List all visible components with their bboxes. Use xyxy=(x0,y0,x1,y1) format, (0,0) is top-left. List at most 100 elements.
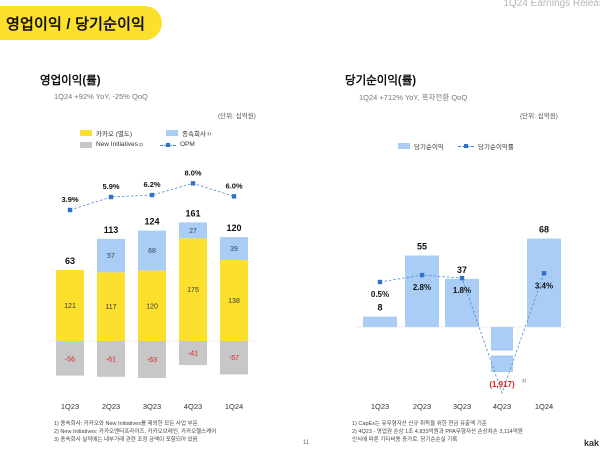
legend-net-margin-swatch xyxy=(458,143,474,149)
left-label-new-initiatives-1Q24: -57 xyxy=(229,355,239,362)
left-footnote-2: 2) New Initiatives: 카카오엔터프라이즈, 카카오브레인, 카… xyxy=(54,429,217,435)
right-bar-4Q23 xyxy=(491,327,513,372)
left-footnotes: 1) 종속회사: 카카오와 New Initiatives를 제외한 모든 사업… xyxy=(54,420,216,444)
left-label-new-initiatives-1Q23: -56 xyxy=(65,357,75,364)
left-bar-subsidiary-1Q23 xyxy=(56,341,84,343)
right-panel-subtitle: 1Q24 +712% YoY, 흑자전환 QoQ xyxy=(359,93,468,102)
right-xtick-3Q23: 3Q23 xyxy=(453,402,471,411)
right-margin-label-1Q23: 0.5% xyxy=(371,290,389,299)
left-label-subsidiary-3Q23: 68 xyxy=(148,248,156,255)
left-label-subsidiary-1Q24: 39 xyxy=(230,246,238,253)
title-pill xyxy=(0,6,162,40)
left-label-kakao-1Q24: 138 xyxy=(228,298,240,305)
right-value-label-3Q23: 37 xyxy=(457,265,467,275)
left-panel-subtitle: 1Q24 +92% YoY, -25% QoQ xyxy=(54,92,148,101)
legend-kakao: 카카오 (별도) xyxy=(80,128,132,138)
legend-net-income-label: 당기순이익 xyxy=(414,144,444,151)
left-footnote-1: 1) 종속회사: 카카오와 New Initiatives를 제외한 모든 사업… xyxy=(54,421,198,427)
right-margin-point-1Q24 xyxy=(541,271,547,276)
right-footnote-1: 1) CapEx는 유무형자산 신규 취득을 위한 현금 유출액 기준 xyxy=(352,421,487,427)
legend-opm-swatch xyxy=(160,142,176,148)
left-bar-new-initiatives-2Q23 xyxy=(97,341,125,377)
right-xtick-4Q23: 4Q23 xyxy=(493,402,511,411)
left-label-kakao-4Q23: 175 xyxy=(187,287,199,294)
left-label-kakao-1Q23: 121 xyxy=(64,303,76,310)
left-opm-point-4Q23 xyxy=(190,181,196,186)
left-total-1Q23: 63 xyxy=(65,256,75,266)
legend-net-margin-label: 당기순이익률 xyxy=(478,144,514,151)
legend-net-margin: 당기순이익률 xyxy=(458,141,514,151)
left-label-new-initiatives-2Q23: -61 xyxy=(106,356,116,363)
left-bar-new-initiatives-1Q23 xyxy=(56,342,84,376)
left-bar-new-initiatives-4Q23 xyxy=(179,341,207,366)
right-value-label-4Q23: (1,917) xyxy=(489,380,515,389)
right-margin-label-1Q24: 3.4% xyxy=(535,281,553,290)
right-xtick-1Q23: 1Q23 xyxy=(371,402,389,411)
legend-new-initiatives-label: New Initiatives xyxy=(96,141,138,148)
right-bar-1Q23 xyxy=(363,316,397,327)
left-opm-line xyxy=(69,182,235,211)
legend-subsidiary-swatch xyxy=(166,130,178,136)
left-unit-label: (단위: 십억원) xyxy=(218,113,256,120)
left-xtick-1Q23: 1Q23 xyxy=(61,402,79,411)
right-margin-label-2Q23: 2.8% xyxy=(413,283,431,292)
left-label-kakao-3Q23: 120 xyxy=(146,303,158,310)
right-value-label-1Q24: 68 xyxy=(539,225,549,235)
left-opm-label-4Q23: 8.0% xyxy=(184,168,201,177)
legend-net-income: 당기순이익 xyxy=(398,141,444,151)
legend-subsidiary-label: 종속회사 xyxy=(182,131,206,138)
left-opm-label-2Q23: 5.9% xyxy=(102,182,119,191)
left-opm-point-1Q24 xyxy=(231,194,237,199)
left-bar-kakao-4Q23 xyxy=(179,238,207,341)
left-label-new-initiatives-4Q23: -41 xyxy=(188,351,198,358)
right-xtick-1Q24: 1Q24 xyxy=(535,402,553,411)
left-opm-label-1Q24: 6.0% xyxy=(225,181,242,190)
left-total-2Q23: 113 xyxy=(104,225,119,235)
page-title: 영업이익 / 당기순이익 xyxy=(6,16,146,33)
legend-subsidiary-sup: 1) xyxy=(206,130,211,136)
right-bar-3Q23 xyxy=(445,278,479,327)
left-opm-label-3Q23: 6.2% xyxy=(143,180,160,189)
left-xtick-3Q23: 3Q23 xyxy=(143,402,161,411)
left-footnote-3: 3) 종속회사 실적에는 내부거래 관련 조정 금액이 포함되어 있음 xyxy=(54,437,198,443)
right-xtick-2Q23: 2Q23 xyxy=(413,402,431,411)
left-opm-point-1Q23 xyxy=(67,207,73,213)
left-label-subsidiary-4Q23: 27 xyxy=(189,228,197,235)
left-opm-point-3Q23 xyxy=(149,192,155,198)
left-bar-new-initiatives-1Q24 xyxy=(220,341,248,375)
right-value-sup-4Q23: 2) xyxy=(522,378,527,383)
left-bar-kakao-3Q23 xyxy=(138,270,166,341)
kakao-logo: kak xyxy=(584,438,600,448)
legend-new-initiatives: New Initiatives 2) xyxy=(80,141,143,148)
right-footnote-3: 인식에 따른 기타비용 증가로, 당기순손실 기록 xyxy=(352,437,458,443)
left-bar-subsidiary-2Q23 xyxy=(97,238,125,273)
right-value-label-1Q23: 8 xyxy=(377,303,382,313)
left-xtick-4Q23: 4Q23 xyxy=(184,402,202,411)
legend-opm: OPM xyxy=(160,141,195,148)
page-number: 11 xyxy=(303,440,310,446)
right-axis-break-4Q23 xyxy=(489,350,515,356)
left-bar-kakao-1Q24 xyxy=(220,259,248,341)
left-opm-point-2Q23 xyxy=(108,194,114,200)
legend-new-initiatives-sup: 2) xyxy=(138,142,143,147)
doc-header: 1Q24 Earnings Releas xyxy=(503,0,600,9)
left-bar-kakao-2Q23 xyxy=(97,272,125,341)
right-margin-point-1Q23 xyxy=(377,279,383,285)
right-bar-1Q24 xyxy=(527,238,561,327)
left-total-4Q23: 161 xyxy=(185,208,200,218)
left-xtick-1Q24: 1Q24 xyxy=(225,402,243,411)
left-opm-label-1Q23: 3.9% xyxy=(61,195,78,204)
right-unit-label: (단위: 십억원) xyxy=(520,113,558,120)
right-footnotes: 1) CapEx는 유무형자산 신규 취득을 위한 현금 유출액 기준 2) 4… xyxy=(352,420,523,444)
left-bar-subsidiary-4Q23 xyxy=(179,222,207,239)
right-panel-title: 당기순이익(률) xyxy=(345,75,417,87)
right-value-label-2Q23: 55 xyxy=(417,242,427,252)
left-label-kakao-2Q23: 117 xyxy=(105,304,116,311)
left-bar-subsidiary-3Q23 xyxy=(138,230,166,271)
left-bar-new-initiatives-3Q23 xyxy=(138,341,166,378)
right-margin-point-3Q23 xyxy=(459,275,465,281)
legend-subsidiary: 종속회사 1) xyxy=(166,128,211,138)
legend-kakao-label: 카카오 (별도) xyxy=(96,131,133,138)
